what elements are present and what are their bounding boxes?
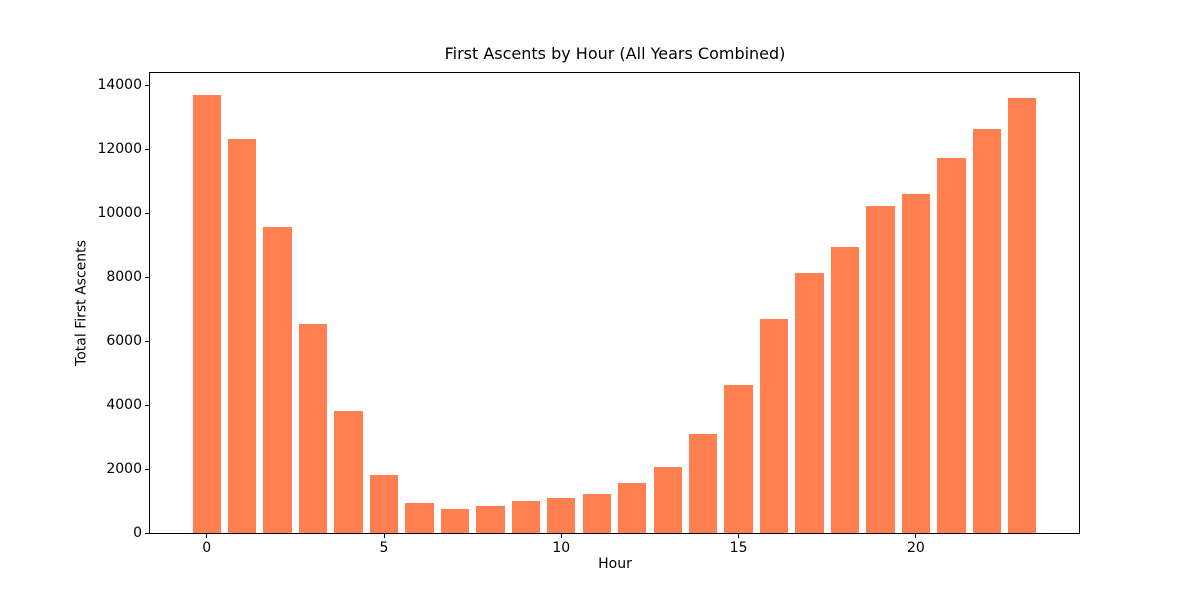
x-axis-label: Hour	[598, 556, 632, 572]
x-tick-mark	[738, 533, 740, 538]
x-tick-label: 0	[202, 540, 212, 556]
x-tick-mark	[560, 533, 562, 538]
y-tick-mark	[145, 148, 150, 150]
x-tick-label: 5	[379, 540, 389, 556]
bar-hour-2	[263, 227, 292, 533]
y-tick-mark	[145, 276, 150, 278]
bar-hour-12	[618, 483, 647, 533]
y-tick-mark	[145, 532, 150, 534]
bar-hour-10	[547, 498, 576, 533]
bar-hour-16	[759, 318, 789, 533]
bar-hour-3	[298, 323, 328, 533]
y-tick-label: 8000	[106, 269, 142, 286]
x-tick-mark	[915, 533, 917, 538]
bar-hour-22	[972, 128, 1001, 533]
chart-title: First Ascents by Hour (All Years Combine…	[444, 44, 786, 63]
y-tick-mark	[145, 84, 150, 86]
bar-hour-14	[688, 433, 718, 533]
plot-area: 0 2000 4000 6000 8000 10000 12000 14000 0 5 10 15 20	[97, 72, 1080, 555]
y-tick-label: 6000	[106, 333, 142, 350]
bar-hour-0	[192, 95, 221, 533]
y-tick-label: 4000	[106, 397, 142, 414]
bar-hour-4	[334, 411, 363, 533]
bar-hour-11	[582, 493, 611, 533]
bar-hour-1	[228, 138, 257, 533]
y-tick-label: 14000	[97, 77, 142, 94]
y-tick-label: 10000	[97, 205, 142, 222]
bar-hour-9	[511, 501, 541, 533]
bar-hour-13	[653, 467, 682, 533]
y-tick-mark	[145, 468, 150, 470]
bar-hour-19	[866, 206, 895, 533]
bar-hour-15	[724, 385, 753, 533]
bar-hour-8	[476, 505, 505, 533]
bar-hour-6	[405, 502, 434, 533]
bar-hour-17	[795, 272, 824, 533]
y-tick-label: 0	[133, 525, 142, 541]
y-tick-mark	[145, 340, 150, 342]
x-tick-label: 15	[729, 540, 748, 556]
bar-hour-7	[440, 509, 470, 533]
y-tick-label: 2000	[106, 461, 142, 478]
y-axis-label: Total First Ascents	[73, 240, 90, 366]
bar-hour-21	[937, 158, 966, 533]
bar-hour-23	[1008, 98, 1037, 533]
x-tick-label: 10	[552, 540, 571, 556]
x-tick-mark	[383, 533, 385, 538]
bar-hour-20	[901, 193, 931, 533]
y-tick-mark	[145, 404, 150, 406]
bar-hour-18	[830, 247, 860, 533]
bar-hour-5	[369, 474, 399, 533]
x-tick-mark	[206, 533, 208, 538]
x-tick-label: 20	[906, 540, 925, 556]
y-tick-label: 12000	[97, 141, 142, 158]
y-tick-mark	[145, 212, 150, 214]
